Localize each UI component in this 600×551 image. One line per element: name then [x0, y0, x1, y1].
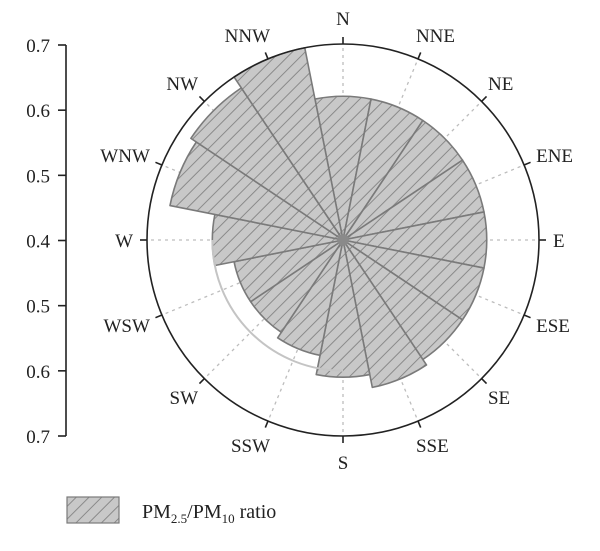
direction-label-ene: ENE	[536, 146, 573, 167]
direction-label-s: S	[338, 453, 349, 474]
circle-tick-sse	[417, 420, 422, 428]
radial-tick-label-1: 0.6	[26, 101, 50, 122]
legend: PM2.5/PM10 ratio	[66, 496, 276, 526]
radial-tick-label-4: 0.5	[26, 297, 50, 318]
bar-sse	[342, 239, 428, 389]
circle-tick-ene	[523, 161, 531, 166]
legend-part-4: 10	[222, 511, 235, 526]
bar-s	[315, 239, 371, 378]
direction-label-n: N	[336, 9, 350, 30]
direction-label-se: SE	[488, 388, 510, 409]
direction-labels: N NNE NE ENE E ESE SE SSE S SSW SW WSW W WNW NW NNW	[100, 9, 573, 474]
circle-tick-wnw	[155, 161, 163, 166]
direction-label-nnw: NNW	[225, 26, 270, 47]
center-hub	[337, 234, 349, 246]
radial-tick-label-5: 0.6	[26, 362, 50, 383]
direction-label-wnw: WNW	[100, 146, 150, 167]
circle-tick-nnw	[264, 52, 269, 60]
circle-tick-wsw	[155, 314, 163, 319]
legend-part-3: /PM	[187, 501, 222, 523]
circle-tick-ese	[523, 314, 531, 319]
legend-part-5: ratio	[235, 501, 277, 523]
bar-ssw	[276, 239, 344, 357]
legend-label: PM2.5/PM10 ratio	[142, 501, 276, 526]
radial-tick-label-3: 0.4	[26, 232, 50, 253]
circle-tick-sw	[198, 378, 205, 385]
radial-tick-label-2: 0.5	[26, 166, 50, 187]
circle-tick-se	[481, 378, 488, 385]
reference-arc	[211, 239, 344, 372]
legend-part-2: 2.5	[171, 511, 187, 526]
circle-tick-ne	[481, 95, 488, 102]
direction-label-w: W	[115, 231, 133, 252]
direction-label-e: E	[553, 231, 565, 252]
radial-tick-label-0: 0.7	[26, 36, 50, 57]
radial-axis-ticks: 0.7 0.6 0.5 0.4 0.5 0.6 0.7	[26, 36, 66, 448]
legend-part-1: PM	[142, 501, 171, 523]
direction-label-sse: SSE	[416, 436, 449, 457]
circle-tick-nw	[198, 95, 205, 102]
direction-label-ese: ESE	[536, 316, 570, 337]
radial-tick-label-6: 0.7	[26, 427, 50, 448]
direction-label-nne: NNE	[416, 26, 455, 47]
circle-tick-ssw	[264, 420, 269, 428]
overlay-layer	[140, 37, 546, 443]
direction-label-nw: NW	[166, 74, 198, 95]
direction-label-sw: SW	[170, 388, 199, 409]
circle-tick-nne	[417, 52, 422, 60]
bars-layer	[169, 46, 488, 389]
legend-swatch	[66, 496, 120, 524]
direction-label-wsw: WSW	[103, 316, 150, 337]
direction-label-ssw: SSW	[231, 436, 270, 457]
direction-label-ne: NE	[488, 74, 513, 95]
